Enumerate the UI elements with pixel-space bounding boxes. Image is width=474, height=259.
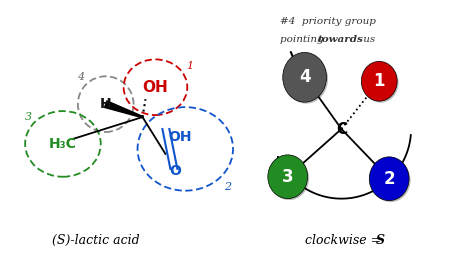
- Text: towards: towards: [318, 35, 364, 44]
- Ellipse shape: [284, 54, 328, 104]
- Text: 4: 4: [299, 68, 310, 86]
- Ellipse shape: [361, 61, 397, 101]
- Text: (S)-lactic acid: (S)-lactic acid: [52, 234, 139, 247]
- Ellipse shape: [283, 52, 327, 102]
- Text: S: S: [376, 234, 385, 247]
- Text: 1: 1: [187, 61, 194, 71]
- Ellipse shape: [269, 156, 309, 200]
- Text: 2: 2: [225, 182, 232, 192]
- Text: O: O: [169, 164, 181, 178]
- Text: 2: 2: [383, 170, 395, 188]
- Text: pointing: pointing: [280, 35, 327, 44]
- Text: OH: OH: [143, 80, 168, 95]
- Ellipse shape: [369, 157, 409, 201]
- Ellipse shape: [268, 155, 308, 199]
- Text: clockwise =: clockwise =: [305, 234, 385, 247]
- Ellipse shape: [371, 158, 410, 202]
- Text: OH: OH: [169, 130, 192, 144]
- Polygon shape: [105, 101, 143, 118]
- Text: C: C: [336, 121, 347, 136]
- Ellipse shape: [363, 63, 399, 103]
- Text: 3: 3: [282, 168, 293, 186]
- Text: 4: 4: [77, 72, 84, 82]
- Text: #4  priority group: #4 priority group: [280, 17, 375, 26]
- Text: us: us: [360, 35, 375, 44]
- Text: H: H: [100, 97, 111, 111]
- Text: H₃C: H₃C: [49, 137, 77, 151]
- Text: 3: 3: [25, 112, 32, 122]
- Text: 1: 1: [374, 72, 385, 90]
